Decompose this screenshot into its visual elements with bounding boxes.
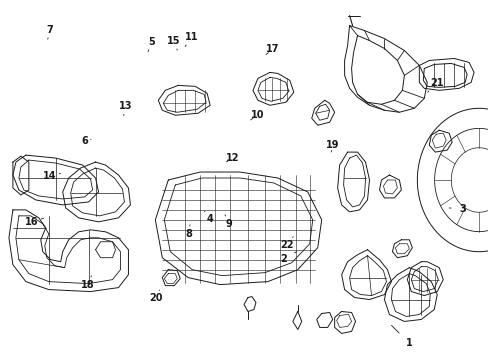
Text: 4: 4 [204, 211, 213, 224]
Text: 9: 9 [224, 215, 232, 229]
Text: 13: 13 [119, 102, 133, 116]
Text: 6: 6 [81, 136, 91, 145]
Text: 18: 18 [81, 276, 94, 290]
Text: 16: 16 [25, 217, 43, 227]
Text: 15: 15 [167, 36, 180, 50]
Text: 3: 3 [448, 204, 465, 214]
Text: 11: 11 [184, 32, 198, 46]
Text: 10: 10 [250, 110, 264, 120]
Text: 19: 19 [325, 140, 339, 152]
Text: 1: 1 [391, 325, 412, 348]
Text: 7: 7 [46, 25, 53, 39]
Text: 20: 20 [149, 290, 163, 303]
Text: 5: 5 [148, 37, 155, 51]
Text: 2: 2 [280, 252, 296, 264]
Text: 21: 21 [427, 78, 443, 92]
Text: 8: 8 [184, 225, 191, 239]
Text: 22: 22 [280, 237, 293, 250]
Text: 12: 12 [225, 153, 239, 163]
Text: 17: 17 [265, 44, 279, 54]
Text: 14: 14 [43, 171, 61, 181]
